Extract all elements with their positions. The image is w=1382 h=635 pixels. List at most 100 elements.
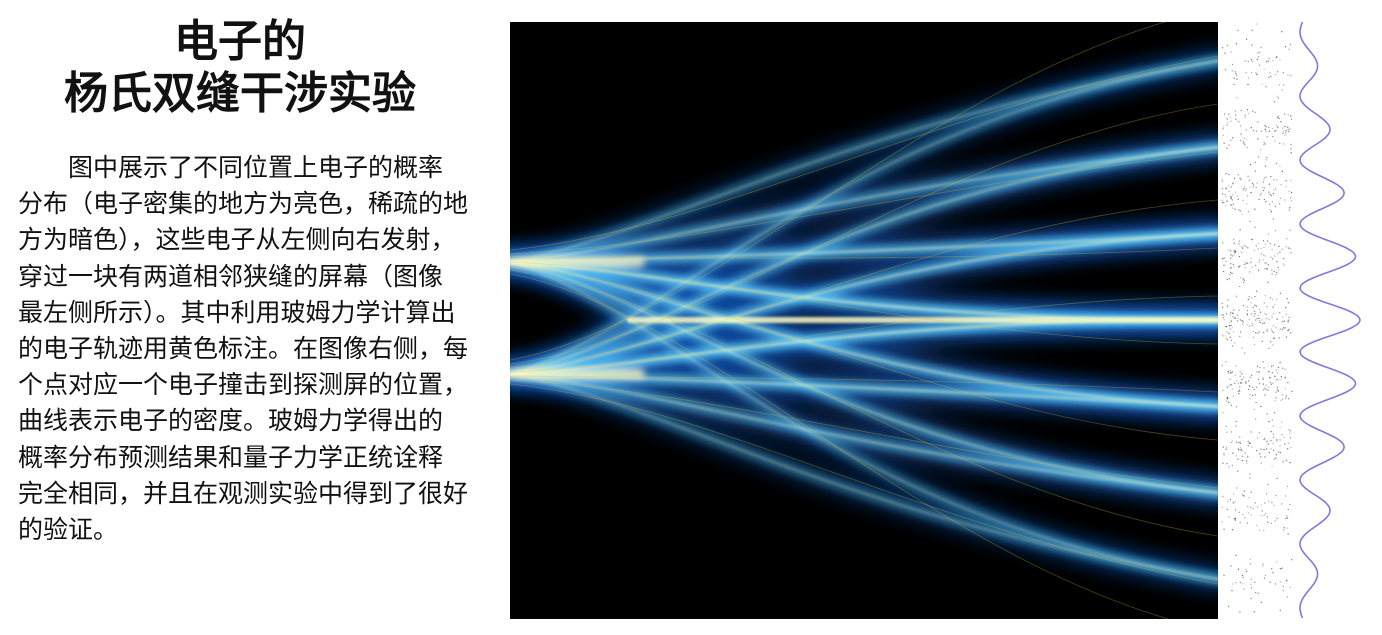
electron-hit [1251, 44, 1253, 46]
electron-hit [1237, 568, 1240, 570]
electron-hit [1248, 271, 1251, 273]
electron-hit [1241, 450, 1243, 452]
electron-hit [1234, 251, 1236, 254]
electron-hit [1276, 561, 1278, 563]
electron-hit [1256, 58, 1258, 61]
electron-hit [1237, 390, 1240, 393]
electron-hit [1234, 374, 1237, 376]
electron-hit [1242, 278, 1244, 280]
electron-hit [1250, 431, 1252, 433]
electron-hit [1250, 597, 1252, 600]
electron-hit [1225, 400, 1228, 402]
beam-core [510, 372, 1218, 408]
electron-hit [1222, 317, 1225, 319]
electron-hit [1264, 295, 1267, 297]
electron-hit [1247, 323, 1249, 326]
electron-hit [1265, 388, 1267, 391]
electron-hit [1229, 498, 1232, 501]
electron-hit [1290, 446, 1292, 449]
electron-hit [1237, 458, 1239, 460]
electron-hit [1268, 420, 1270, 423]
electron-hit [1225, 205, 1227, 207]
electron-hit [1268, 191, 1270, 193]
electron-hit [1290, 191, 1293, 194]
electron-hit [1274, 230, 1277, 232]
electron-hit [1223, 319, 1225, 321]
electron-hit [1239, 330, 1242, 332]
electron-hit [1222, 412, 1224, 414]
electron-hit [1289, 437, 1292, 439]
electron-hit [1221, 193, 1224, 195]
electron-hit [1258, 332, 1260, 334]
electron-hit [1229, 328, 1231, 330]
electron-hit [1250, 491, 1252, 493]
electron-hit [1252, 184, 1255, 186]
electron-hit [1284, 368, 1286, 370]
electron-hit [1282, 585, 1285, 588]
electron-hit [1255, 186, 1257, 188]
electron-hit [1236, 120, 1239, 122]
electron-hit [1287, 321, 1289, 323]
electron-hit [1260, 253, 1262, 255]
electron-hit [1270, 430, 1272, 433]
electron-hit [1285, 180, 1287, 182]
electron-hit [1225, 173, 1227, 175]
electron-hit [1223, 528, 1225, 530]
electron-hit [1264, 574, 1267, 577]
electron-hit [1233, 77, 1235, 80]
electron-hit [1230, 196, 1232, 198]
electron-hit [1238, 266, 1240, 268]
electron-hit [1283, 84, 1285, 86]
electron-hit [1230, 267, 1232, 269]
electron-hit [1257, 378, 1260, 381]
electron-hit [1286, 238, 1288, 240]
electron-hit [1271, 501, 1273, 504]
electron-hit [1230, 250, 1232, 252]
electron-hit [1239, 371, 1241, 373]
electron-hit [1242, 199, 1244, 202]
electron-hit [1285, 459, 1288, 461]
electron-hit [1276, 379, 1278, 381]
electron-hit [1262, 240, 1265, 242]
electron-hit [1275, 273, 1277, 276]
electron-hit [1288, 429, 1290, 431]
electron-hit [1265, 313, 1268, 315]
electron-hit [1281, 248, 1283, 250]
electron-hit [1237, 174, 1239, 176]
electron-hit [1265, 130, 1267, 133]
electron-hit [1239, 447, 1241, 449]
electron-hit [1287, 508, 1289, 511]
electron-hit [1287, 247, 1290, 249]
electron-hit [1272, 313, 1275, 315]
electron-hit [1229, 257, 1232, 259]
electron-hit [1229, 274, 1231, 276]
electron-hit [1288, 209, 1290, 211]
electron-hit [1228, 516, 1230, 518]
electron-hit [1278, 451, 1280, 453]
electron-hit [1250, 587, 1253, 589]
electron-hit [1233, 266, 1235, 268]
electron-hit [1230, 271, 1232, 274]
electron-hit [1289, 461, 1291, 464]
bohm-trajectory [510, 379, 1218, 489]
electron-hit [1272, 60, 1274, 62]
electron-hit [1284, 388, 1286, 390]
electron-hit [1279, 609, 1281, 612]
electron-hit [1257, 269, 1260, 271]
electron-hit [1232, 193, 1234, 196]
electron-hit [1242, 513, 1244, 516]
electron-hit [1286, 517, 1289, 519]
electron-hit [1269, 209, 1272, 211]
electron-hit [1244, 517, 1246, 519]
body-line: 分布（电子密集的地方为亮色，稀疏的地 [18, 189, 469, 219]
electron-hit [1290, 252, 1293, 254]
electron-hit [1287, 74, 1289, 76]
electron-hit [1273, 270, 1275, 273]
electron-hit [1249, 164, 1252, 166]
electron-hit [1289, 252, 1291, 254]
electron-hit [1290, 115, 1292, 117]
electron-hit [1287, 302, 1290, 304]
electron-hit [1231, 464, 1233, 467]
electron-hit [1232, 63, 1234, 66]
electron-hit [1225, 313, 1228, 315]
